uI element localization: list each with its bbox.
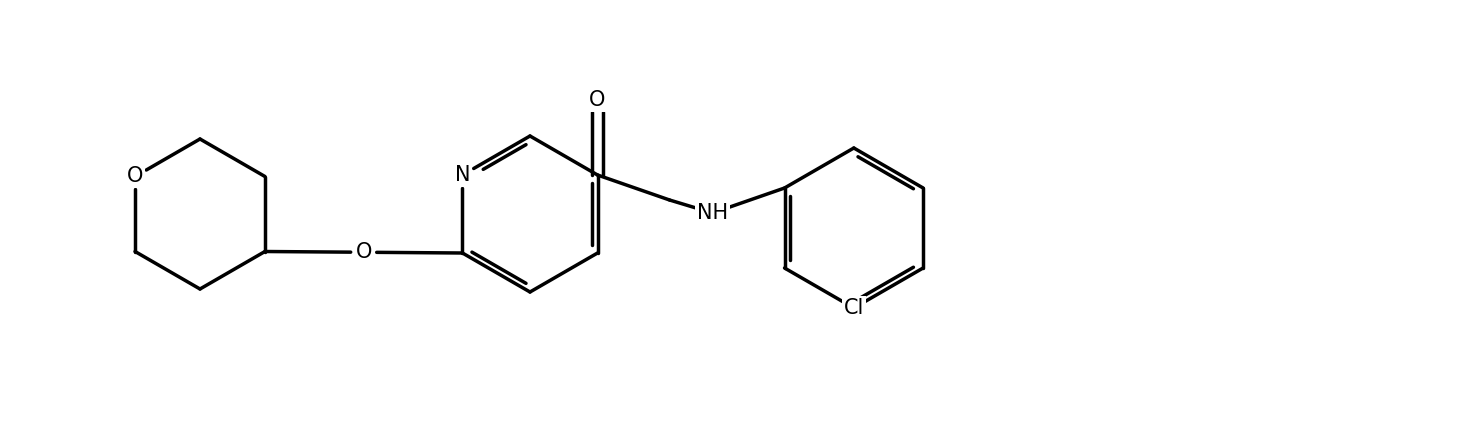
Text: O: O: [356, 242, 372, 262]
Text: O: O: [590, 90, 606, 110]
Text: O: O: [127, 166, 143, 187]
Text: NH: NH: [697, 203, 728, 223]
Text: Cl: Cl: [843, 298, 864, 318]
Text: N: N: [455, 165, 470, 185]
